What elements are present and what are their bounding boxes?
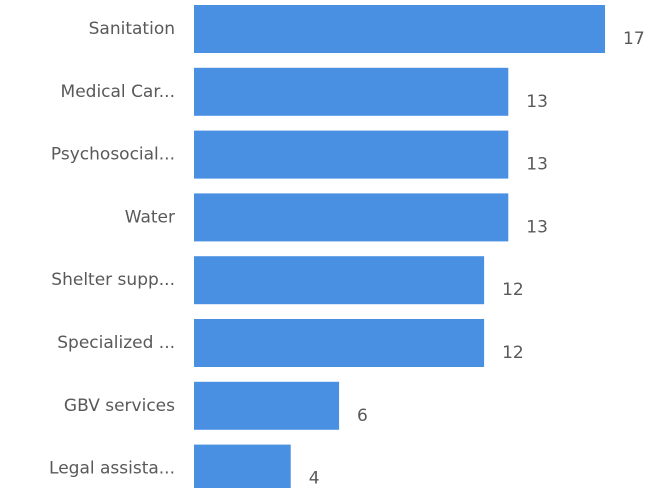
value-label: 13 [526,92,548,112]
value-label: 13 [526,217,548,237]
value-label: 6 [357,406,368,426]
category-label: Legal assista... [49,459,175,479]
bar [194,444,291,488]
category-label: Medical Car... [61,82,175,102]
bar [194,5,605,53]
category-label: Psychosocial... [51,145,175,165]
category-label: Water [125,207,175,227]
value-label: 4 [309,469,320,488]
category-labels-group: Sanitation Medical Car... Psychosocial... W… [49,19,175,479]
bar [194,193,509,242]
bars-group [194,5,605,488]
value-label: 17 [623,29,645,49]
bar [194,381,340,430]
value-label: 13 [526,155,548,175]
bar [194,130,509,179]
value-label: 12 [502,280,524,300]
bar [194,319,485,367]
bar [194,67,509,116]
category-label: Sanitation [89,19,175,39]
bar [194,256,485,305]
value-labels-group: 17 13 13 13 12 12 6 4 [309,29,645,488]
category-label: Specialized ... [57,333,175,353]
category-label: Shelter supp... [51,270,175,290]
category-label: GBV services [64,396,175,416]
value-label: 12 [502,343,524,363]
